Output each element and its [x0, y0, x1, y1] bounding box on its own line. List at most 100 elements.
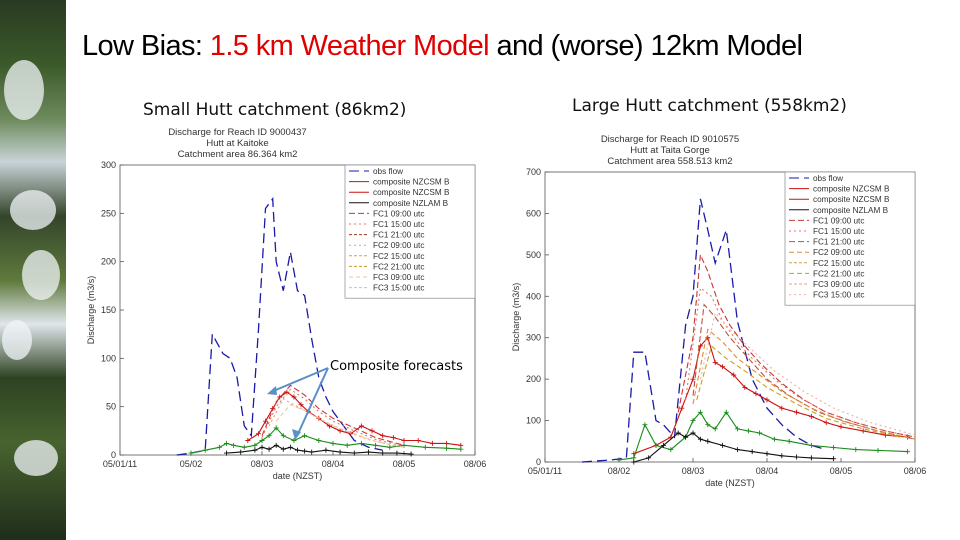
y-tick-label: 500 [526, 250, 541, 260]
data-point-marker [277, 394, 283, 400]
legend-entry: FC1 09:00 utc [813, 216, 864, 225]
data-point-marker [252, 442, 258, 448]
series-line-fc1-15-00-utc [685, 286, 916, 438]
data-point-marker [831, 445, 837, 450]
y-tick-label: 200 [101, 257, 116, 267]
x-tick-label: 08/03 [251, 459, 274, 469]
y-tick-label: 200 [526, 374, 541, 384]
data-point-marker [295, 447, 300, 453]
data-point-marker [720, 364, 726, 370]
data-point-marker [380, 450, 386, 456]
data-point-marker [266, 446, 272, 452]
data-point-marker [231, 442, 237, 448]
data-point-marker [823, 420, 829, 426]
left-discharge-chart: Discharge for Reach ID 9000437 Hutt at Ka… [80, 125, 500, 485]
series-line-obs-flow [176, 196, 383, 456]
legend-box [344, 164, 476, 299]
chart-title-line: Hutt at Taita Gorge [630, 145, 710, 156]
title-highlight: 1.5 km Weather Model [209, 30, 490, 62]
data-point-marker [415, 438, 421, 443]
data-point-marker [259, 438, 265, 443]
y-tick-label: 0 [536, 457, 541, 467]
legend-entry: FC2 21:00 utc [373, 262, 424, 271]
legend-entry: obs flow [813, 174, 843, 183]
data-point-marker [202, 447, 208, 453]
legend-entry: FC2 09:00 utc [813, 248, 864, 257]
legend-entry: composite NZCSM B [813, 185, 890, 194]
data-point-marker [394, 450, 400, 456]
data-point-marker [280, 433, 286, 439]
legend-entry: FC2 15:00 utc [813, 259, 864, 268]
x-tick-label: 08/06 [904, 466, 927, 476]
data-point-marker [675, 430, 681, 436]
legend-entry: FC2 21:00 utc [813, 269, 864, 278]
data-point-marker [660, 442, 666, 448]
data-point-marker [734, 426, 740, 432]
data-point-marker [330, 440, 336, 446]
data-point-marker [690, 430, 696, 436]
series-line-obs-flow [581, 198, 827, 463]
x-tick-label: 08/04 [322, 459, 345, 469]
title-suffix: and (worse) 12km Model [489, 30, 803, 62]
data-point-marker [690, 418, 696, 424]
data-point-marker [712, 426, 718, 432]
series-line-composite-nzcsm-b [247, 391, 461, 446]
data-point-marker [188, 450, 194, 456]
slide-title: Low Bias: 1.5 km Weather Model and (wors… [82, 30, 952, 63]
data-point-marker [224, 440, 229, 446]
series-line-fc3-15-00-utc [699, 311, 916, 436]
data-point-marker [408, 451, 414, 457]
x-tick-label: 08/05 [830, 466, 853, 476]
data-point-marker [429, 440, 435, 446]
data-point-marker [723, 409, 729, 415]
data-point-marker [875, 447, 881, 453]
data-point-marker [808, 442, 814, 448]
data-point-marker [280, 446, 286, 452]
legend-entry: FC1 21:00 utc [373, 231, 424, 240]
legend-box [784, 171, 916, 306]
annotation-arrowhead-2 [292, 429, 301, 440]
legend-entry: FC1 15:00 utc [813, 227, 864, 236]
data-point-marker [720, 442, 726, 448]
x-tick-label: 05/02 [180, 459, 203, 469]
data-point-marker [245, 438, 251, 443]
chart-title-line: Discharge for Reach ID 9010575 [601, 134, 739, 145]
y-tick-label: 150 [101, 305, 116, 315]
data-point-marker [646, 455, 652, 461]
data-point-marker [794, 409, 800, 415]
legend-entry: composite NZLAM B [813, 206, 889, 215]
annotation-arrow-1 [270, 367, 329, 393]
data-point-marker [224, 450, 229, 456]
data-point-marker [287, 444, 293, 450]
x-tick-label: 05/01/11 [528, 466, 562, 476]
legend-entry: composite NZCSM B [373, 178, 450, 187]
data-point-marker [263, 418, 269, 424]
data-point-marker [742, 384, 748, 390]
data-point-marker [683, 434, 689, 440]
data-point-marker [731, 372, 737, 378]
data-point-marker [697, 409, 703, 415]
series-line-fc1-15-00-utc [261, 388, 405, 447]
data-point-marker [337, 428, 343, 434]
satellite-image-strip [0, 0, 66, 540]
y-tick-label: 600 [526, 208, 541, 218]
series-line-fc2-09-00-utc [268, 398, 398, 447]
data-point-marker [458, 446, 464, 452]
data-point-marker [705, 438, 711, 444]
data-point-marker [690, 376, 696, 382]
data-point-marker [422, 444, 428, 450]
data-point-marker [705, 422, 711, 428]
y-tick-label: 400 [526, 291, 541, 301]
series-line-fc2-21-00-utc [696, 345, 901, 438]
plot-area-frame [544, 171, 916, 463]
data-point-marker [238, 449, 244, 455]
composite-forecasts-annotation: Composite forecasts [330, 359, 463, 374]
data-point-marker [298, 402, 304, 408]
data-point-marker [273, 442, 279, 448]
data-point-marker [749, 449, 755, 455]
series-line-fc1-09-00-utc [261, 384, 405, 446]
legend-entry: composite NZCSM B [813, 195, 890, 204]
